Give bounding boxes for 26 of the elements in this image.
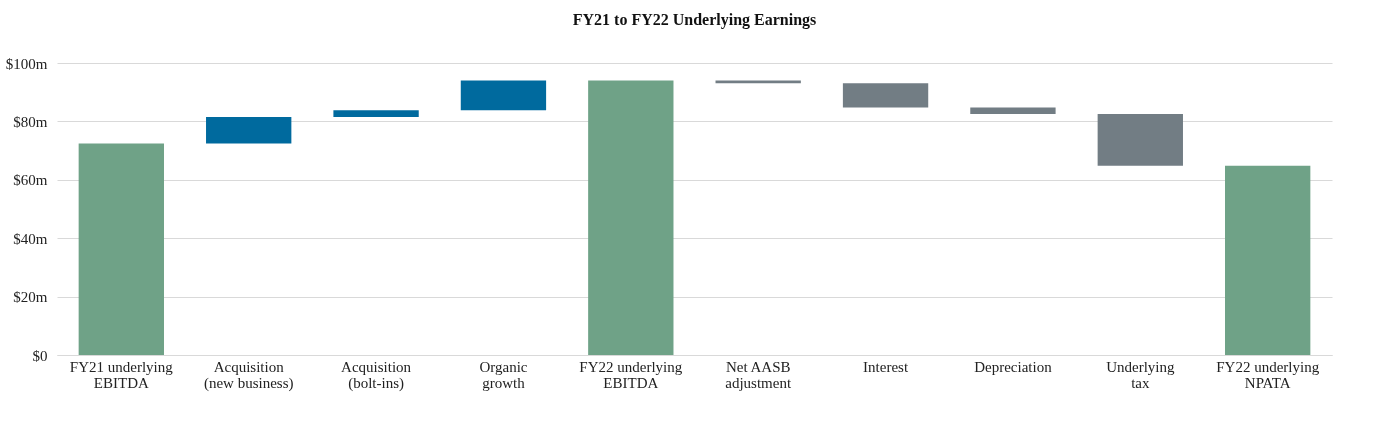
bar — [333, 110, 419, 118]
x-tick-label: Organic growth — [479, 358, 528, 391]
bar — [588, 80, 674, 355]
y-tick-label: $20m — [13, 289, 48, 306]
bar — [1225, 165, 1311, 355]
bar — [1097, 114, 1183, 166]
bar — [206, 117, 292, 144]
x-tick-label: Interest — [863, 358, 909, 375]
x-tick-label: FY22 underlying NPATA — [1216, 358, 1320, 391]
x-tick-label: Net AASB adjustment — [725, 358, 792, 391]
x-tick-label: Underlying tax — [1106, 358, 1175, 391]
x-tick-label: FY21 underlying EBITDA — [69, 358, 174, 391]
x-tick-label: FY22 underlying EBITDA — [579, 358, 683, 391]
y-tick-label: $60m — [13, 172, 48, 189]
y-tick-label: $0 — [32, 347, 48, 364]
bar — [78, 143, 164, 355]
bar — [970, 107, 1056, 115]
x-tick-label: Acquisition (bolt-ins) — [341, 358, 412, 392]
x-tick-label: Acquisition (new business) — [203, 358, 294, 392]
y-tick-label: $80m — [13, 113, 48, 130]
chart-title: FY21 to FY22 Underlying Earnings — [572, 11, 817, 29]
x-tick-label: Depreciation — [974, 358, 1053, 375]
y-tick-label: $100m — [5, 55, 48, 72]
bar — [460, 80, 547, 111]
bar — [842, 83, 929, 108]
y-tick-label: $40m — [13, 230, 48, 247]
